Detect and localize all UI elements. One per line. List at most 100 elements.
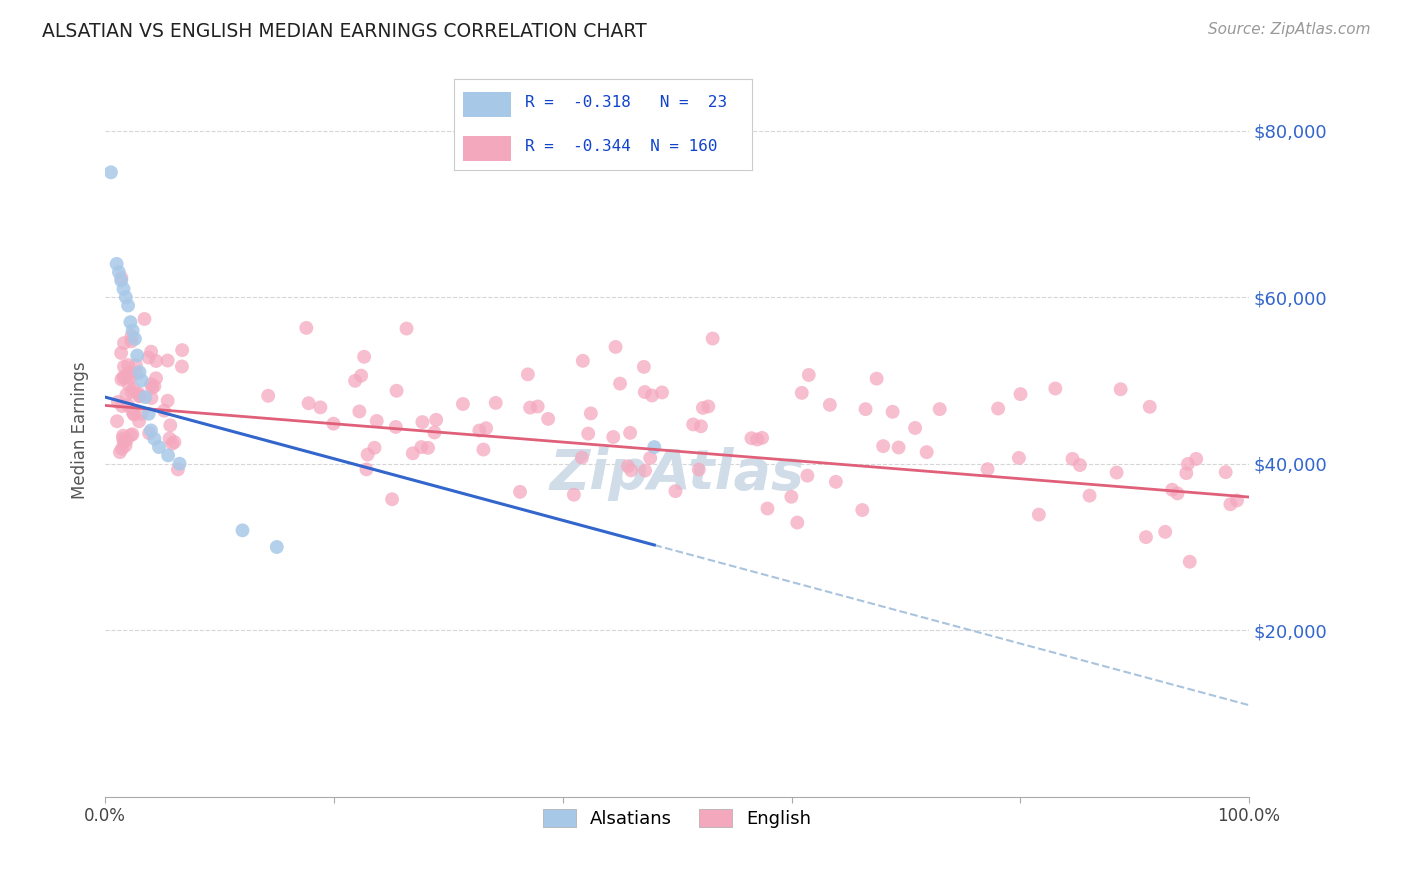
Point (121, 384, 143, 399)
Point (1177, 457, 1199, 471)
Point (124, 332, 146, 346)
Point (411, 440, 433, 454)
Point (882, 405, 904, 419)
Point (112, 336, 135, 351)
Point (159, 418, 181, 433)
Point (740, 431, 762, 445)
Point (115, 388, 138, 402)
Point (485, 396, 508, 410)
Point (139, 424, 162, 438)
Point (141, 391, 163, 405)
Point (651, 385, 673, 400)
Point (825, 475, 848, 489)
Point (108, 265, 131, 279)
Point (796, 468, 818, 483)
Point (526, 400, 548, 414)
Text: ALSATIAN VS ENGLISH MEDIAN EARNINGS CORRELATION CHART: ALSATIAN VS ENGLISH MEDIAN EARNINGS CORR… (42, 22, 647, 41)
Point (1105, 466, 1128, 480)
Point (139, 344, 162, 359)
Point (231, 524, 253, 538)
Text: Source: ZipAtlas.com: Source: ZipAtlas.com (1208, 22, 1371, 37)
Point (145, 371, 167, 385)
Point (100, 165, 122, 179)
Point (129, 389, 152, 403)
Point (110, 274, 132, 288)
Point (468, 424, 491, 438)
Point (122, 408, 145, 422)
Point (121, 324, 143, 338)
Point (112, 359, 135, 374)
Point (156, 393, 179, 408)
Point (690, 419, 713, 434)
Point (112, 428, 135, 442)
Point (160, 436, 183, 450)
Legend: Alsatians, English: Alsatians, English (536, 802, 818, 836)
Point (915, 445, 938, 459)
Point (381, 492, 404, 507)
Point (1226, 493, 1249, 508)
Point (350, 368, 373, 383)
Point (309, 401, 332, 415)
Point (1166, 486, 1188, 500)
Point (865, 371, 887, 385)
Point (110, 372, 132, 386)
Point (638, 450, 661, 465)
Point (579, 406, 602, 420)
Point (664, 484, 686, 499)
Point (121, 404, 143, 418)
Point (786, 516, 808, 530)
Point (416, 441, 439, 455)
Point (747, 433, 769, 447)
Point (117, 358, 139, 372)
Point (134, 390, 156, 404)
Point (571, 450, 593, 465)
Point (141, 381, 163, 395)
Point (353, 350, 375, 364)
Point (1178, 555, 1201, 569)
Point (818, 398, 841, 412)
Point (108, 445, 131, 459)
Point (112, 369, 135, 384)
Point (537, 412, 560, 426)
Point (519, 401, 541, 415)
Point (1185, 451, 1208, 466)
Point (139, 377, 162, 392)
Point (344, 374, 367, 388)
Point (172, 343, 194, 357)
Point (634, 385, 657, 400)
Point (475, 421, 498, 435)
Point (562, 488, 585, 502)
Point (297, 396, 319, 410)
Point (167, 462, 190, 476)
Point (121, 427, 143, 442)
Point (128, 389, 150, 403)
Point (118, 371, 141, 385)
Point (790, 385, 813, 400)
Point (402, 446, 425, 460)
Point (385, 384, 408, 398)
Point (112, 282, 135, 296)
Point (117, 377, 139, 392)
Point (1045, 382, 1067, 396)
Point (620, 463, 643, 477)
Point (356, 448, 378, 462)
Point (1062, 451, 1084, 466)
Point (780, 490, 803, 504)
Point (115, 434, 138, 448)
Point (112, 431, 135, 445)
Point (110, 346, 132, 360)
Point (159, 432, 181, 446)
Point (156, 353, 179, 368)
Point (169, 457, 191, 471)
Point (112, 371, 135, 385)
Point (105, 414, 128, 428)
Point (1139, 400, 1161, 414)
Point (619, 425, 641, 440)
Point (1010, 387, 1032, 401)
Point (148, 440, 170, 454)
Point (1161, 483, 1184, 497)
Point (423, 425, 446, 440)
Text: ZipAtlas: ZipAtlas (550, 448, 804, 501)
Point (125, 358, 148, 372)
Point (756, 501, 779, 516)
